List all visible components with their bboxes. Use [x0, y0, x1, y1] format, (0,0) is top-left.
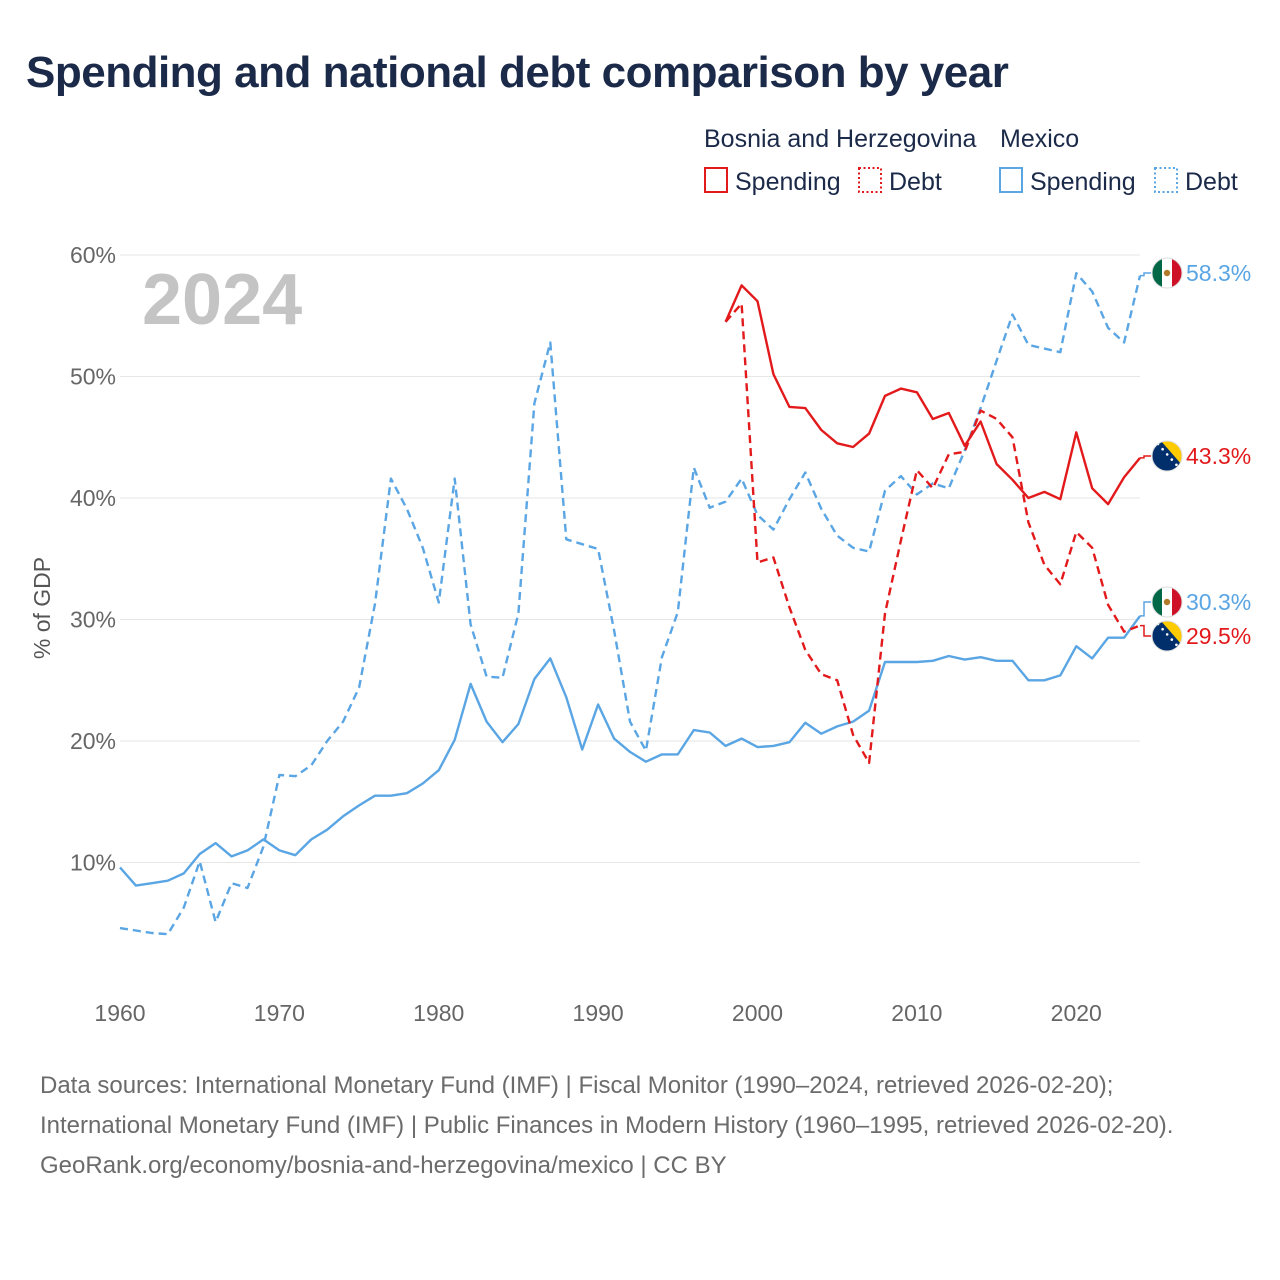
y-tick-label: 20% [70, 728, 116, 754]
legend-label-mex-debt: Debt [1185, 168, 1238, 196]
x-tick-label: 2010 [891, 1000, 942, 1026]
mexico-flag-icon [1151, 586, 1183, 618]
x-tick-label: 1970 [254, 1000, 305, 1026]
footer: Data sources: International Monetary Fun… [40, 1066, 1240, 1186]
legend-label-bih-spending: Spending [735, 168, 841, 196]
bosnia-flag-icon [1151, 440, 1183, 472]
legend-group-bih: Bosnia and Herzegovina [704, 125, 976, 153]
leader-bosnia-and-herzegovina-spending [1140, 455, 1151, 459]
chart-title: Spending and national debt comparison by… [26, 48, 1009, 97]
line-bosnia-and-herzegovina-spending [724, 284, 1141, 506]
credit-line: GeoRank.org/economy/bosnia-and-herzegovi… [40, 1152, 727, 1179]
legend-swatch-mex-spending[interactable] [999, 167, 1023, 193]
end-label-bosnia-and-herzegovina-debt: 29.5% [1186, 623, 1251, 649]
legend-label-bih-debt: Debt [889, 168, 942, 196]
legend-swatch-bih-debt[interactable] [858, 167, 882, 193]
grid [120, 254, 1140, 863]
y-axis-label: % of GDP [29, 557, 55, 659]
x-axis: 1960 1970 1980 1990 2000 2010 2020 [94, 1000, 1101, 1026]
bosnia-flag-icon [1151, 620, 1183, 652]
legend-swatch-mex-debt[interactable] [1154, 167, 1178, 193]
line-mexico-debt [119, 272, 1142, 936]
y-tick-label: 30% [70, 607, 116, 633]
legend: Bosnia and Herzegovina Mexico Spending D… [704, 125, 1238, 196]
data-sources: Data sources: International Monetary Fun… [40, 1072, 1174, 1139]
mexico-flag-icon [1151, 257, 1183, 289]
leader-bosnia-and-herzegovina-debt [1140, 624, 1151, 637]
end-label-mexico-debt: 58.3% [1186, 260, 1251, 286]
leader-mexico-debt [1140, 272, 1151, 277]
legend-label-mex-spending: Spending [1030, 168, 1136, 196]
line-mexico-spending [119, 615, 1141, 887]
x-tick-label: 2020 [1051, 1000, 1102, 1026]
legend-swatch-bih-spending[interactable] [704, 167, 728, 193]
x-tick-label: 1980 [413, 1000, 464, 1026]
y-tick-label: 40% [70, 485, 116, 511]
end-labels: 30.3% 58.3% 43.3% 29.5% [1140, 257, 1251, 652]
legend-group-mex: Mexico [1000, 125, 1079, 153]
x-tick-label: 2000 [732, 1000, 783, 1026]
y-tick-label: 50% [70, 364, 116, 390]
end-label-mexico-spending: 30.3% [1186, 589, 1251, 615]
line-bosnia-and-herzegovina-debt [724, 302, 1141, 765]
y-tick-label: 60% [70, 242, 116, 268]
y-tick-label: 10% [70, 850, 116, 876]
x-tick-label: 1990 [573, 1000, 624, 1026]
leader-mexico-spending [1140, 601, 1151, 617]
y-axis: 10% 20% 30% 40% 50% 60% [70, 242, 116, 876]
end-label-bosnia-and-herzegovina-spending: 43.3% [1186, 443, 1251, 469]
series-lines [119, 272, 1142, 936]
year-watermark: 2024 [142, 260, 302, 340]
x-tick-label: 1960 [94, 1000, 145, 1026]
